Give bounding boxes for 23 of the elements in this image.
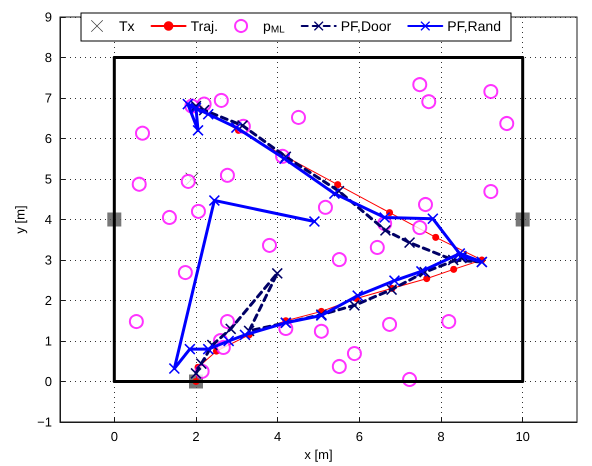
y-tick-label: 5 [44, 172, 52, 186]
legend-label: PF,Rand [447, 18, 501, 34]
x-tick-label: 0 [110, 429, 118, 444]
x-axis-title: x [m] [304, 446, 333, 462]
y-tick-label: 1 [44, 334, 52, 348]
y-tick-label: 4 [44, 212, 52, 227]
x-tick-label: 6 [356, 429, 363, 444]
x-tick-label: 10 [515, 429, 530, 444]
y-tick-label: 7 [44, 90, 52, 106]
x-tick-label: 4 [274, 429, 282, 444]
y-tick-label: 0 [44, 374, 52, 389]
y-axis-title: y [m] [12, 205, 28, 234]
y-tick-label: 9 [44, 10, 52, 24]
y-tick-label: −1 [37, 414, 52, 430]
y-tick-label: 8 [44, 50, 52, 65]
y-tick-label: 2 [44, 293, 52, 308]
x-tick-label: 2 [192, 429, 200, 444]
legend-label: Traj. [190, 18, 218, 34]
legend-label: Tx [119, 18, 135, 34]
x-tick-label: 8 [437, 429, 445, 444]
y-tick-label: 6 [44, 131, 52, 146]
y-tick-label: 3 [44, 252, 52, 268]
legend-label: PF,Door [340, 18, 392, 34]
